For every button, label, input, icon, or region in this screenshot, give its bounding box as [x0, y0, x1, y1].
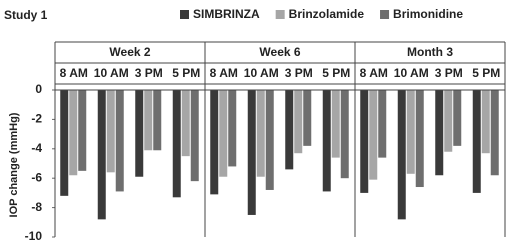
- x-tick-label: 3 PM: [285, 66, 313, 80]
- group-label: Month 3: [407, 45, 453, 59]
- bar: [210, 90, 219, 195]
- legend-swatch: [180, 10, 189, 19]
- group-label: Week 2: [109, 45, 150, 59]
- bar: [219, 90, 228, 177]
- legend-label: SIMBRINZA: [193, 7, 260, 21]
- bar: [153, 90, 162, 151]
- bar: [331, 90, 340, 158]
- bar: [369, 90, 378, 180]
- bar: [322, 90, 331, 192]
- bar: [378, 90, 387, 158]
- bar: [228, 90, 237, 167]
- bar: [190, 90, 199, 182]
- legend-label: Brimonidine: [393, 7, 463, 21]
- y-tick-label: -4: [31, 141, 42, 155]
- bar: [406, 90, 415, 174]
- bar: [265, 90, 274, 190]
- x-tick-label: 10 AM: [244, 66, 279, 80]
- bar: [69, 90, 78, 176]
- bar: [397, 90, 406, 220]
- bar: [444, 90, 453, 152]
- legend-swatch: [380, 10, 390, 19]
- x-tick-label: 3 PM: [435, 66, 463, 80]
- bar: [294, 90, 303, 154]
- bar: [115, 90, 124, 192]
- y-axis-label: IOP change (mmHg): [8, 112, 20, 217]
- bar: [472, 90, 481, 193]
- bar: [481, 90, 490, 154]
- y-tick-label: 0: [35, 82, 42, 96]
- bar: [435, 90, 444, 176]
- bar: [181, 90, 190, 157]
- bar: [144, 90, 153, 151]
- x-tick-label: 10 AM: [394, 66, 429, 80]
- chart-title: Study 1: [4, 8, 48, 22]
- y-tick-label: -2: [31, 112, 42, 126]
- bar: [247, 90, 256, 215]
- bar: [490, 90, 499, 176]
- x-tick-label: 5 PM: [172, 66, 200, 80]
- x-tick-label: 10 AM: [94, 66, 129, 80]
- y-tick-label: -8: [31, 200, 42, 214]
- bar: [78, 90, 87, 171]
- x-tick-label: 5 PM: [322, 66, 350, 80]
- x-tick-label: 8 AM: [60, 66, 88, 80]
- x-tick-label: 5 PM: [472, 66, 500, 80]
- group-label: Week 6: [259, 45, 300, 59]
- x-tick-label: 8 AM: [360, 66, 388, 80]
- bar: [97, 90, 106, 220]
- bar: [172, 90, 181, 198]
- bar: [303, 90, 312, 146]
- y-tick-label: -10: [25, 229, 43, 243]
- x-tick-label: 8 AM: [210, 66, 238, 80]
- legend-swatch: [275, 10, 285, 19]
- bar: [285, 90, 294, 170]
- legend-label: Brinzolamide: [289, 7, 365, 21]
- x-tick-label: 3 PM: [135, 66, 163, 80]
- bar: [135, 90, 144, 177]
- bar: [106, 90, 115, 173]
- bar: [415, 90, 424, 188]
- bar: [256, 90, 265, 177]
- bar: [340, 90, 349, 179]
- bar: [60, 90, 69, 196]
- y-tick-label: -6: [31, 170, 42, 184]
- bar: [453, 90, 462, 146]
- bar: [360, 90, 369, 193]
